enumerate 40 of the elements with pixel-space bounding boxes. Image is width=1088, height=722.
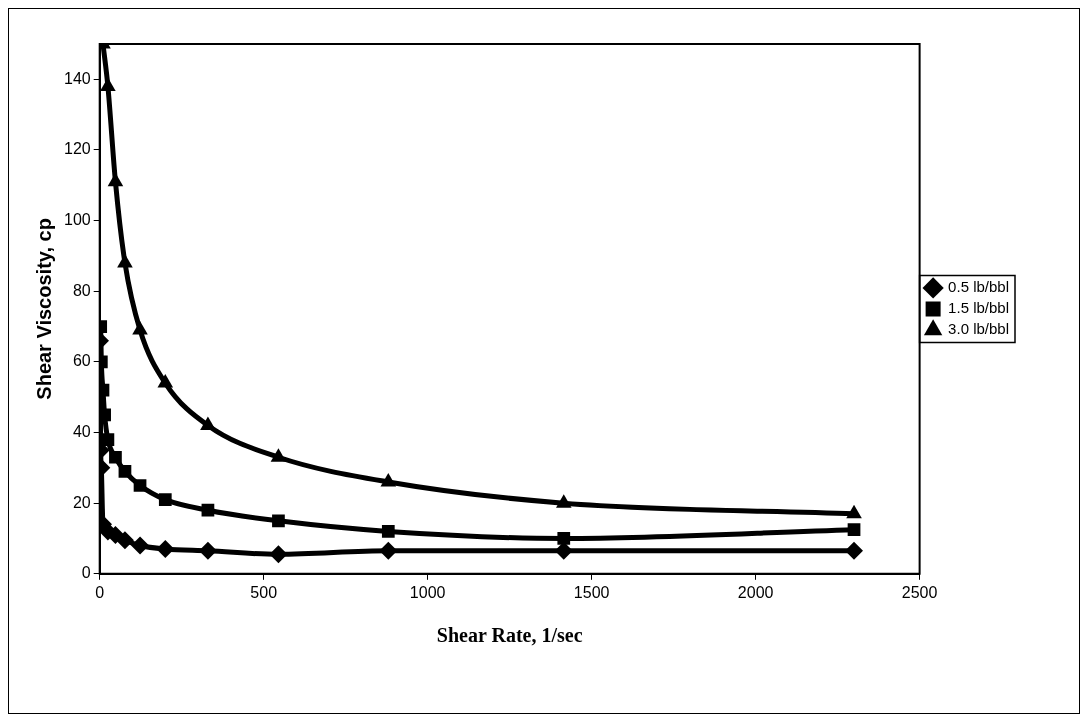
x-tick-label: 500 (250, 583, 278, 601)
y-tick-label: 100 (63, 211, 91, 229)
y-tick-label: 60 (72, 352, 91, 370)
legend-label: 3.0 lb/bbl (948, 320, 1010, 338)
y-tick-label: 80 (72, 281, 91, 299)
point (200, 416, 216, 430)
legend-label: 0.5 lb/bbl (948, 278, 1010, 296)
legend-label: 1.5 lb/bbl (948, 299, 1010, 317)
point (157, 374, 174, 388)
x-tick-label: 0 (95, 583, 105, 601)
y-tick-label: 0 (81, 564, 91, 582)
point (270, 448, 287, 462)
point (272, 514, 285, 528)
y-axis-title: Shear Viscosity, cp (32, 218, 55, 400)
point (118, 465, 132, 478)
point (133, 479, 147, 492)
x-tick-label: 2500 (901, 583, 938, 601)
y-tick-label: 40 (72, 422, 91, 440)
point (158, 493, 172, 506)
y-tick-label: 120 (63, 140, 91, 158)
point (557, 532, 571, 545)
point (845, 541, 864, 560)
x-tick-label: 2000 (737, 583, 774, 601)
x-axis-title: Shear Rate, 1/sec (436, 624, 583, 647)
point (156, 540, 175, 559)
point (379, 541, 398, 560)
y-tick-label: 140 (63, 69, 91, 87)
x-tick-label: 1000 (409, 583, 446, 601)
point (132, 321, 148, 335)
y-tick-label: 20 (72, 493, 91, 511)
point (109, 450, 122, 464)
point (100, 77, 116, 91)
point (201, 503, 215, 517)
point (131, 536, 150, 555)
point (269, 545, 288, 564)
point (115, 531, 134, 550)
x-tick-label: 1500 (573, 583, 610, 601)
point (847, 523, 861, 537)
point (381, 525, 395, 538)
point (555, 494, 572, 508)
